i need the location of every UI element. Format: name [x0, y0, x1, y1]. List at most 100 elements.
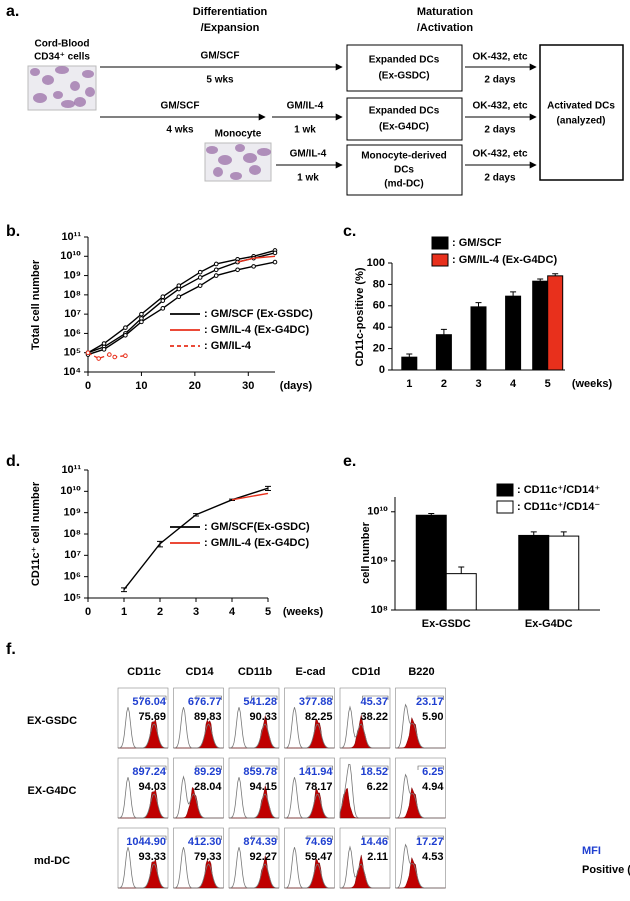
x-tick-label: 1 — [406, 378, 412, 390]
positive-value: 82.25 — [305, 711, 333, 723]
histogram-control — [339, 763, 390, 819]
error-bar — [530, 531, 537, 536]
bar — [401, 356, 418, 371]
gate — [195, 695, 222, 700]
positive-value: 94.03 — [138, 781, 166, 793]
y-tick-label: 10⁵ — [64, 592, 81, 604]
positive-value: 6.22 — [367, 781, 388, 793]
arrow-label: 2 days — [484, 125, 516, 136]
gate — [362, 695, 389, 700]
positive-value: 93.33 — [138, 851, 166, 863]
legend-label: : CD11c⁺/CD14⁺ — [517, 484, 600, 496]
panel-f: f. CD11c CD14 CD11b E-cad CD1d B220 EX-GSDC 576.… — [6, 641, 630, 889]
y-tick-label: 0 — [379, 364, 385, 376]
box-label: DCs — [394, 165, 414, 176]
histogram-control — [117, 777, 169, 819]
legend-swatch — [431, 253, 449, 267]
histogram-control — [284, 847, 335, 889]
mfi-value: 576.04 — [132, 696, 167, 708]
arrow-label: OK-432, etc — [472, 52, 527, 63]
positive-value: 4.53 — [422, 851, 443, 863]
y-tick-label: 10¹¹ — [61, 231, 81, 243]
charts: b. Total cell number 10⁴ 10⁵ 10⁶ 10⁷ 10⁸ 10⁹ 10¹… — [6, 223, 613, 630]
bar — [470, 306, 487, 371]
cell — [70, 81, 80, 91]
arrow-label: OK-432, etc — [472, 149, 527, 160]
mfi-value: 6.25 — [422, 766, 443, 778]
histogram-control — [173, 707, 224, 749]
marker — [251, 264, 256, 269]
y-axis-label: Total cell number — [30, 259, 42, 350]
arrow-label: GM/IL-4 — [287, 101, 324, 112]
series-line — [231, 492, 269, 501]
y-tick-label: 10⁷ — [64, 308, 81, 320]
mfi-value: 897.24 — [132, 766, 167, 778]
mfi-value: 45.37 — [360, 696, 388, 708]
y-tick-label: 10⁸ — [64, 528, 81, 540]
marker — [139, 319, 144, 325]
legend-label: : CD11c⁺/CD14⁻ — [517, 501, 600, 513]
arrow-label: 1 wk — [294, 125, 316, 136]
error-bar — [157, 540, 163, 548]
positive-value: 38.22 — [360, 711, 388, 723]
legend-label: : GM/SCF(Ex-GSDC) — [204, 521, 310, 533]
error-bar — [193, 513, 199, 517]
monocyte-label: Monocyte — [215, 129, 262, 140]
marker — [101, 347, 107, 352]
y-tick-label: 100 — [367, 257, 385, 269]
row-label: EX-G4DC — [28, 785, 77, 797]
cell — [235, 144, 245, 152]
mfi-value: 141.94 — [299, 766, 334, 778]
error-bar — [121, 587, 127, 593]
x-tick-label: 2 — [157, 606, 163, 618]
bar — [532, 280, 549, 371]
error-bar — [458, 566, 465, 574]
cell — [33, 93, 47, 103]
error-bar — [510, 291, 517, 297]
error-bar — [406, 353, 413, 358]
source-label: CD34⁺ cells — [34, 52, 90, 63]
x-axis-label: (days) — [280, 380, 313, 392]
panel-label: e. — [343, 453, 356, 470]
legend-label: : GM/IL-4 (Ex-G4DC) — [204, 324, 309, 336]
legend-label: : GM/SCF (Ex-GSDC) — [204, 308, 313, 320]
mfi-value: 89.29 — [194, 766, 222, 778]
x-tick-label: 10 — [135, 380, 147, 392]
legend-label: : GM/IL-4 — [204, 340, 252, 352]
cell-blobs — [30, 66, 271, 180]
cell — [206, 146, 218, 154]
y-tick-label: 10⁷ — [64, 549, 81, 561]
cell — [42, 75, 54, 85]
y-tick-label: 10⁶ — [64, 327, 81, 339]
marker — [197, 269, 203, 275]
gate — [195, 765, 222, 770]
error-bar — [440, 328, 447, 335]
cell — [213, 167, 223, 177]
x-tick-label: Ex-G4DC — [525, 618, 573, 630]
y-axis-label: CD11c-positive (%) — [354, 267, 366, 366]
arrow-label: 2 days — [484, 75, 516, 86]
error-bar — [428, 513, 435, 516]
y-tick-label: 10⁶ — [64, 571, 81, 583]
histogram-control — [173, 847, 224, 889]
x-tick-label: 1 — [121, 606, 127, 618]
legend-label: : GM/IL-4 (Ex-G4DC) — [204, 537, 309, 549]
error-bar — [552, 273, 559, 276]
histogram-control — [228, 707, 280, 749]
marker — [213, 261, 219, 267]
chart: b. Total cell number 10⁴ 10⁵ 10⁶ 10⁷ 10⁸ 10⁹ 10¹… — [6, 223, 313, 392]
marker — [112, 354, 118, 360]
box-label: (Ex-G4DC) — [379, 122, 429, 133]
y-tick-label: 80 — [373, 278, 385, 290]
x-tick-label: 4 — [510, 378, 517, 390]
marker — [213, 267, 219, 273]
panel-label: d. — [6, 453, 20, 470]
histogram-control — [117, 707, 169, 749]
y-tick-label: 10⁵ — [64, 347, 81, 359]
error-bar — [560, 531, 567, 537]
histogram-control — [117, 847, 169, 889]
gate — [251, 835, 278, 840]
positive-value: 59.47 — [305, 851, 333, 863]
cell — [230, 172, 242, 180]
x-tick-label: 2 — [441, 378, 447, 390]
